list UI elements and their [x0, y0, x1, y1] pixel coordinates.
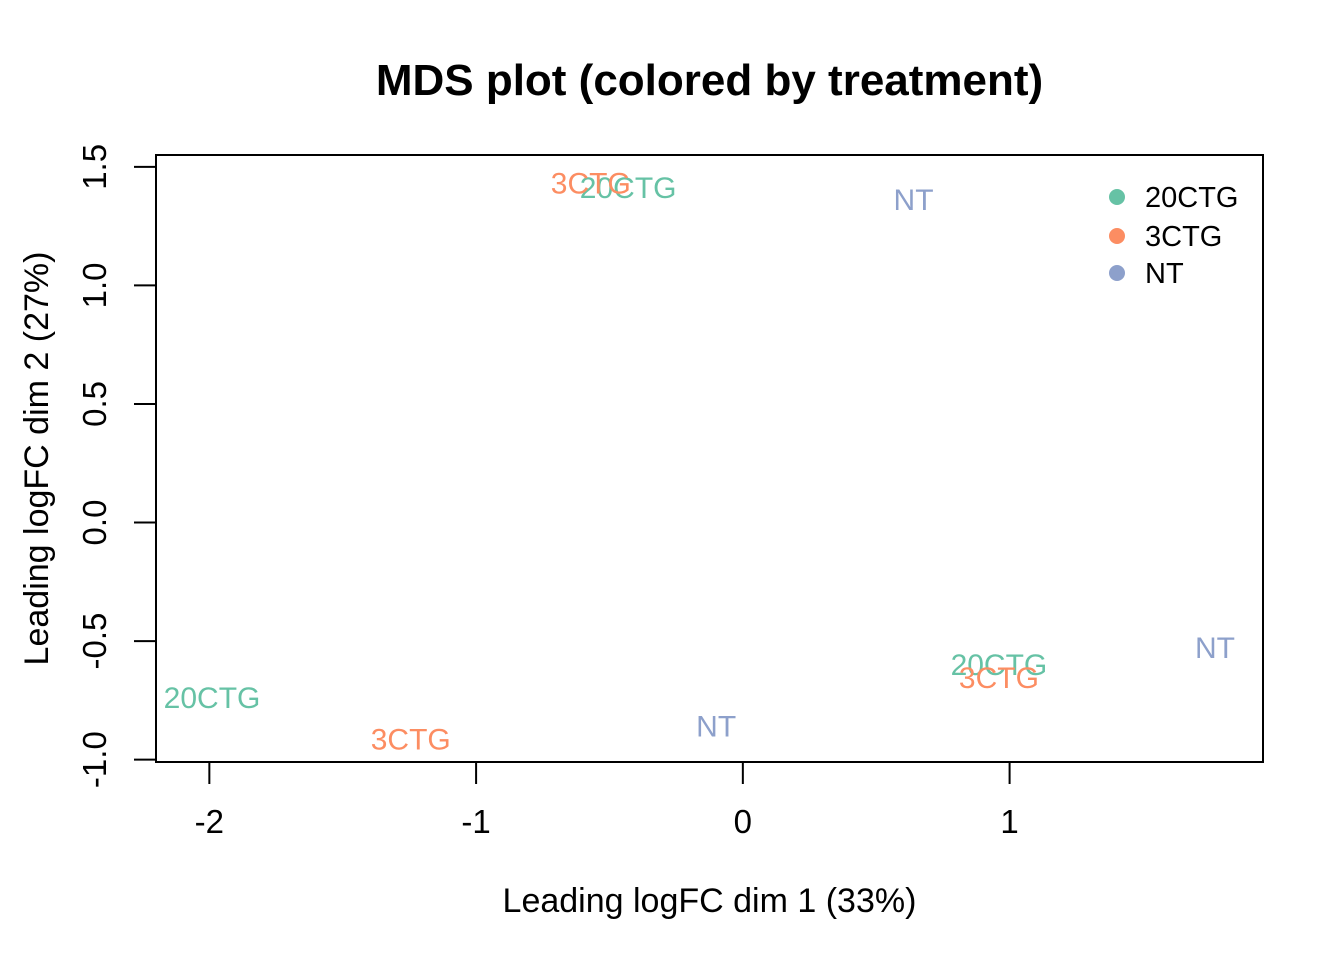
y-axis-tick-label: 1.5 [76, 144, 113, 190]
x-axis-tick-label: 1 [1000, 803, 1018, 840]
data-point-label-nt: NT [894, 184, 934, 217]
legend-label-3ctg: 3CTG [1145, 221, 1222, 253]
data-point-label-3ctg: 3CTG [551, 167, 631, 200]
legend-swatch-nt-icon [1109, 265, 1125, 281]
data-point-label-nt: NT [1195, 632, 1235, 665]
legend-swatch-20ctg-icon [1109, 189, 1125, 205]
y-axis-tick-label: 0.5 [76, 381, 113, 427]
data-point-label-3ctg: 3CTG [371, 723, 451, 756]
x-axis-tick-label: -1 [461, 803, 490, 840]
data-point-label-nt: NT [696, 710, 736, 743]
data-point-label-20ctg: 20CTG [164, 682, 261, 715]
y-axis-label: Leading logFC dim 2 (27%) [18, 252, 56, 666]
x-axis-tick-label: -2 [195, 803, 224, 840]
data-point-label-20ctg: 20CTG [951, 649, 1048, 682]
x-axis-tick-label: 0 [734, 803, 752, 840]
chart-title: MDS plot (colored by treatment) [376, 56, 1043, 105]
x-axis-label: Leading logFC dim 1 (33%) [503, 882, 917, 920]
y-axis-tick-label: 1.0 [76, 262, 113, 308]
data-point-label-3ctg: 3CTG [959, 662, 1039, 695]
legend-label-nt: NT [1145, 258, 1184, 290]
legend-label-20ctg: 20CTG [1145, 182, 1238, 214]
y-axis-tick-label: -1.0 [76, 731, 113, 788]
data-point-label-20ctg: 20CTG [580, 172, 677, 205]
legend-swatch-3ctg-icon [1109, 228, 1125, 244]
plot-area-border [155, 154, 1264, 763]
y-axis-tick-label: -0.5 [76, 613, 113, 670]
y-axis-tick-label: 0.0 [76, 500, 113, 546]
